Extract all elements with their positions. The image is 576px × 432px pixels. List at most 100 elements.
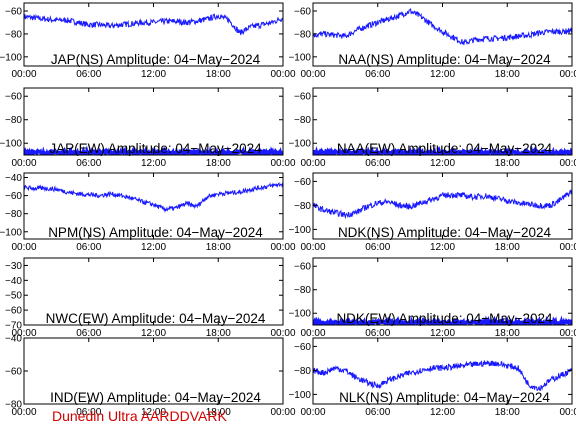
- panel-title: NAA(EW) Amplitude: 04−May−2024: [337, 141, 553, 156]
- y-tick-label: −100: [288, 225, 311, 236]
- y-tick-label: −80: [5, 400, 22, 411]
- x-tick-label: 12:00: [141, 242, 166, 253]
- panel-title: IND(EW) Amplitude: 04−May−2024: [50, 390, 261, 405]
- y-tick-label: −100: [0, 227, 22, 238]
- y-tick-label: −30: [5, 261, 22, 272]
- panel-6: −60 −80 −100 00:00 06:00 12:00 18:00 00:00 NDK(N…: [288, 172, 576, 253]
- y-tick-label: −60: [5, 191, 22, 202]
- y-tick-label: −100: [0, 139, 22, 150]
- y-tick-label: −60: [5, 306, 22, 317]
- x-tick-label: 12:00: [141, 328, 166, 339]
- x-tick-label: 12:00: [141, 69, 166, 80]
- x-tick-label: 12:00: [141, 158, 166, 169]
- x-tick-label: 12:00: [430, 328, 455, 339]
- x-tick-label: 00:00: [270, 69, 295, 80]
- x-tick-label: 06:00: [365, 407, 390, 418]
- y-tick-label: −50: [5, 291, 22, 302]
- x-tick-label: 00:00: [270, 328, 295, 339]
- panel-title: NWC(EW) Amplitude: 04−May−2024: [46, 311, 266, 326]
- x-tick-label: 06:00: [76, 328, 101, 339]
- y-tick-label: −80: [294, 285, 311, 296]
- x-tick-label: 00:00: [270, 407, 295, 418]
- y-tick-label: −100: [288, 139, 311, 150]
- panel-4: −60 −80 −100 00:00 06:00 12:00 18:00 00:00 NAA(E…: [288, 87, 576, 169]
- y-tick-label: −80: [5, 209, 22, 220]
- x-tick-label: 00:00: [11, 407, 36, 418]
- data-series-trace: [24, 181, 283, 213]
- y-tick-label: −80: [5, 29, 22, 40]
- y-tick-label: −60: [5, 367, 22, 378]
- x-tick-label: 00:00: [559, 242, 576, 253]
- panel-title: JAP(EW) Amplitude: 04−May−2024: [49, 141, 262, 156]
- x-tick-label: 12:00: [141, 407, 166, 418]
- panel-title: NDK(EW) Amplitude: 04−May−2024: [336, 311, 553, 326]
- y-tick-label: −40: [5, 276, 22, 287]
- y-tick-label: −80: [294, 29, 311, 40]
- x-tick-label: 18:00: [495, 407, 520, 418]
- y-tick-label: −60: [294, 92, 311, 103]
- x-tick-label: 00:00: [300, 242, 325, 253]
- x-tick-label: 12:00: [430, 158, 455, 169]
- x-tick-label: 06:00: [76, 242, 101, 253]
- panel-1: −60 −80 −100 00:00 06:00 12:00 18:00 00:00 JAP(N…: [0, 2, 296, 80]
- x-tick-label: 06:00: [365, 69, 390, 80]
- panel-data-area: [24, 181, 283, 213]
- x-tick-label: 06:00: [76, 158, 101, 169]
- panel-title: JAP(NS) Amplitude: 04−May−2024: [51, 52, 261, 67]
- panel-data-area: [313, 188, 572, 220]
- y-tick-label: −60: [5, 7, 22, 18]
- y-tick-label: −80: [5, 115, 22, 126]
- x-tick-label: 00:00: [300, 407, 325, 418]
- data-series-trace: [313, 7, 572, 46]
- x-tick-label: 18:00: [206, 328, 231, 339]
- y-tick-label: −100: [288, 52, 311, 63]
- x-tick-label: 00:00: [11, 158, 36, 169]
- y-tick-label: −100: [288, 309, 311, 320]
- x-tick-label: 12:00: [430, 69, 455, 80]
- x-tick-label: 00:00: [300, 69, 325, 80]
- panel-title: NPM(NS) Amplitude: 04−May−2024: [48, 225, 263, 240]
- x-tick-label: 00:00: [559, 407, 576, 418]
- x-tick-label: 00:00: [11, 242, 36, 253]
- x-tick-label: 00:00: [559, 328, 576, 339]
- x-tick-label: 18:00: [495, 69, 520, 80]
- y-tick-label: −100: [288, 390, 311, 401]
- x-tick-label: 00:00: [270, 158, 295, 169]
- panel-8: −60 −80 −100 00:00 06:00 12:00 18:00 00:00 NDK(E…: [288, 257, 576, 339]
- y-tick-label: −60: [5, 92, 22, 103]
- y-tick-label: −100: [0, 52, 22, 63]
- y-tick-label: −80: [294, 201, 311, 212]
- data-series-trace: [24, 13, 283, 36]
- y-tick-label: −70: [5, 321, 22, 332]
- x-tick-label: 18:00: [495, 328, 520, 339]
- x-tick-label: 18:00: [495, 242, 520, 253]
- panel-2: −60 −80 −100 00:00 06:00 12:00 18:00 00:00 NAA(N…: [288, 2, 576, 80]
- panel-data-area: [313, 360, 572, 391]
- x-tick-label: 00:00: [300, 328, 325, 339]
- x-tick-label: 18:00: [206, 69, 231, 80]
- x-tick-label: 06:00: [76, 407, 101, 418]
- x-tick-label: 00:00: [11, 328, 36, 339]
- x-tick-label: 06:00: [365, 242, 390, 253]
- panel-title: NDK(NS) Amplitude: 04−May−2024: [338, 225, 552, 240]
- y-tick-label: −60: [294, 7, 311, 18]
- panel-5: −40 −60 −80 −100 00:00 06:00 12:00 18:00 00:00 NP…: [0, 172, 296, 253]
- x-tick-label: 18:00: [495, 158, 520, 169]
- panel-data-area: [313, 7, 572, 46]
- data-series-trace: [313, 360, 572, 391]
- x-tick-label: 18:00: [206, 407, 231, 418]
- x-tick-label: 00:00: [559, 69, 576, 80]
- panel-title: NLK(NS) Amplitude: 04−May−2024: [339, 390, 550, 405]
- panel-title: NAA(NS) Amplitude: 04−May−2024: [338, 52, 551, 67]
- y-tick-label: −60: [294, 262, 311, 273]
- x-tick-label: 00:00: [270, 242, 295, 253]
- panel-10: −60 −80 −100 00:00 06:00 12:00 18:00 00:00 NLK(N…: [288, 337, 576, 418]
- x-tick-label: 18:00: [206, 158, 231, 169]
- panel-3: −60 −80 −100 00:00 06:00 12:00 18:00 00:00 JAP(E…: [0, 87, 296, 169]
- x-tick-label: 12:00: [430, 407, 455, 418]
- y-tick-label: −80: [294, 115, 311, 126]
- y-tick-label: −80: [294, 366, 311, 377]
